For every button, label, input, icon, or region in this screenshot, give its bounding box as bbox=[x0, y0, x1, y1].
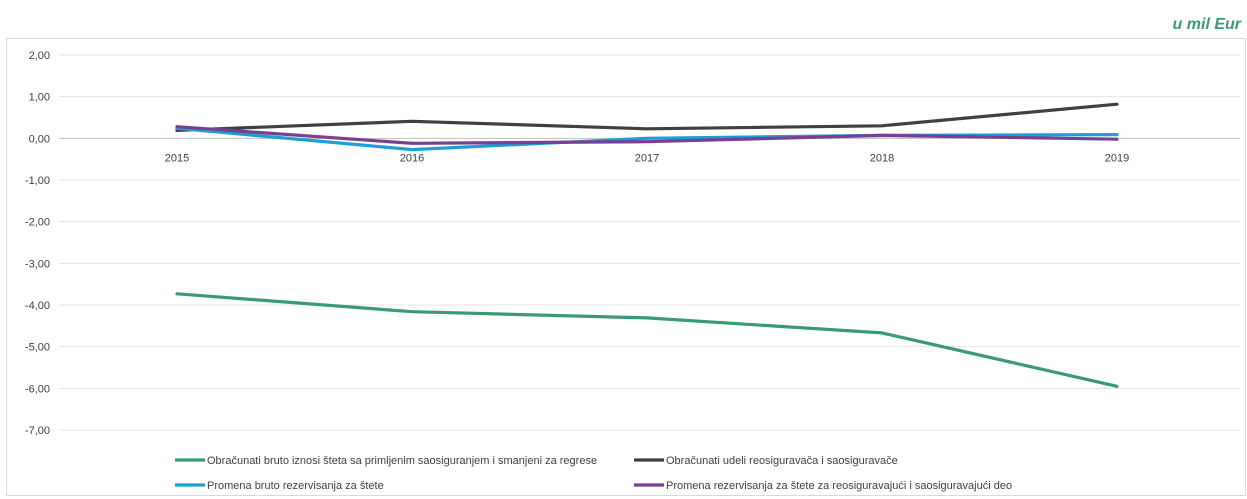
series-line bbox=[175, 125, 1119, 145]
series-line bbox=[175, 126, 1119, 152]
y-tick-label: -2,00 bbox=[25, 217, 50, 229]
x-tick-label: 2015 bbox=[165, 152, 189, 164]
y-tick-label: -4,00 bbox=[25, 300, 50, 312]
y-tick-label: 2,00 bbox=[29, 50, 50, 62]
y-tick-label: 0,00 bbox=[29, 133, 50, 145]
series-line bbox=[175, 102, 1119, 132]
y-tick-label: 1,00 bbox=[29, 92, 50, 104]
x-tick-label: 2017 bbox=[635, 152, 659, 164]
x-axis: 2015 2016 2017 2018 2019 bbox=[165, 152, 1129, 164]
y-tick-label: -3,00 bbox=[25, 258, 50, 270]
series-lines bbox=[175, 102, 1119, 388]
x-tick-label: 2016 bbox=[400, 152, 424, 164]
y-tick-label: -6,00 bbox=[25, 383, 50, 395]
y-tick-label: -5,00 bbox=[25, 342, 50, 354]
legend-label: Obračunati bruto iznosi šteta sa primlje… bbox=[207, 455, 597, 467]
legend: Obračunati bruto iznosi šteta sa primlje… bbox=[175, 455, 1012, 492]
y-tick-label: -7,00 bbox=[25, 425, 50, 437]
x-tick-label: 2018 bbox=[870, 152, 894, 164]
x-tick-label: 2019 bbox=[1105, 152, 1129, 164]
chart-frame bbox=[6, 38, 1246, 496]
legend-label: Promena bruto rezervisanja za štete bbox=[207, 480, 384, 492]
y-tick-label: -1,00 bbox=[25, 175, 50, 187]
y-axis: 2,00 1,00 0,00 -1,00 -2,00 -3,00 -4,00 -5,00 -6,… bbox=[25, 50, 50, 437]
series-line bbox=[175, 292, 1119, 388]
unit-label: u mil Eur bbox=[1172, 16, 1241, 33]
legend-label: Promena rezervisanja za štete za reosigu… bbox=[666, 480, 1012, 492]
legend-label: Obračunati udeli reosiguravača i saosigu… bbox=[666, 455, 898, 467]
